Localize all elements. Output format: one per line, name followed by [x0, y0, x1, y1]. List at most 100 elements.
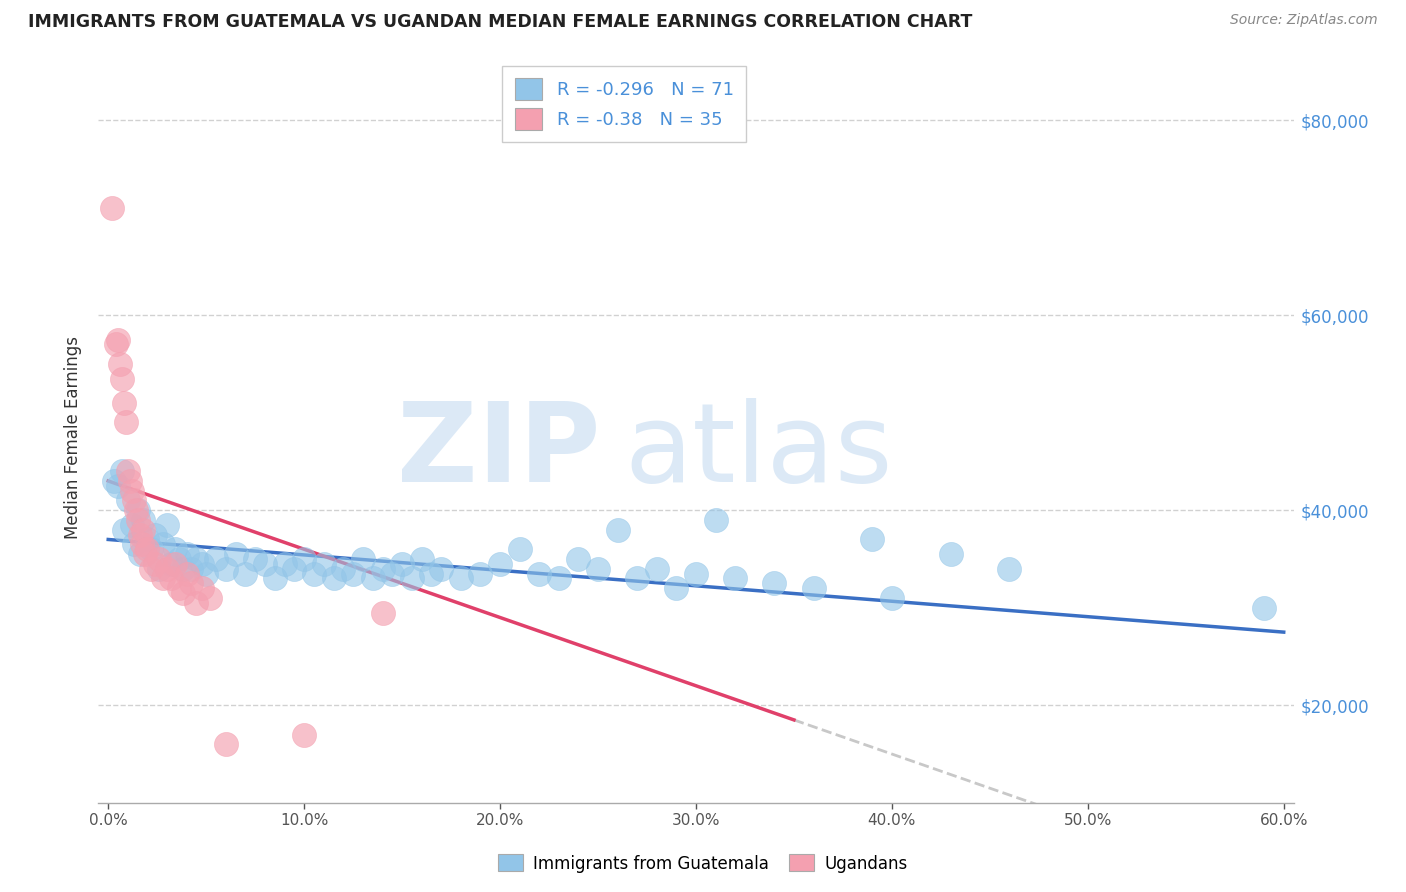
Point [143, 557, 166, 571]
Point [172, 562, 194, 576]
Point [626, 572, 648, 586]
Point [179, 562, 201, 576]
Point [143, 527, 166, 541]
Point [371, 606, 394, 620]
Point [118, 474, 141, 488]
Point [122, 493, 145, 508]
Point [141, 562, 163, 576]
Point [411, 552, 433, 566]
Point [724, 572, 747, 586]
Point [509, 542, 531, 557]
Point [880, 591, 903, 605]
Point [121, 483, 143, 498]
Point [253, 557, 276, 571]
Point [107, 333, 129, 347]
Point [132, 523, 155, 537]
Point [156, 517, 179, 532]
Point [420, 566, 443, 581]
Point [215, 562, 238, 576]
Point [371, 562, 394, 576]
Point [160, 557, 183, 571]
Point [352, 552, 374, 566]
Point [163, 542, 186, 557]
Point [430, 562, 453, 576]
Point [205, 552, 228, 566]
Point [117, 464, 139, 478]
Point [860, 533, 883, 547]
Point [763, 576, 786, 591]
Point [186, 596, 208, 610]
Point [302, 566, 325, 581]
Point [160, 572, 183, 586]
Point [163, 557, 186, 571]
Point [235, 566, 257, 581]
Point [529, 566, 551, 581]
Point [665, 581, 688, 595]
Text: IMMIGRANTS FROM GUATEMALA VS UGANDAN MEDIAN FEMALE EARNINGS CORRELATION CHART: IMMIGRANTS FROM GUATEMALA VS UGANDAN MED… [28, 13, 973, 31]
Point [121, 517, 143, 532]
Point [111, 464, 134, 478]
Legend: Immigrants from Guatemala, Ugandans: Immigrants from Guatemala, Ugandans [492, 847, 914, 880]
Point [191, 581, 214, 595]
Point [198, 591, 221, 605]
Point [704, 513, 727, 527]
Point [186, 552, 208, 566]
Point [450, 572, 472, 586]
Point [606, 523, 628, 537]
Point [124, 503, 146, 517]
Point [152, 537, 174, 551]
Point [243, 552, 266, 566]
Point [136, 542, 159, 557]
Point [134, 547, 156, 561]
Y-axis label: Median Female Earnings: Median Female Earnings [65, 335, 83, 539]
Point [195, 566, 218, 581]
Point [381, 566, 404, 581]
Point [117, 493, 139, 508]
Point [107, 479, 129, 493]
Point [131, 537, 153, 551]
Point [127, 513, 149, 527]
Point [547, 572, 569, 586]
Point [112, 523, 135, 537]
Point [136, 533, 159, 547]
Point [283, 562, 305, 576]
Point [103, 474, 125, 488]
Text: ZIP: ZIP [396, 398, 600, 505]
Point [567, 552, 589, 566]
Point [489, 557, 512, 571]
Point [312, 557, 335, 571]
Point [122, 537, 145, 551]
Point [292, 552, 315, 566]
Point [361, 572, 384, 586]
Legend: R = -0.296   N = 71, R = -0.38   N = 35: R = -0.296 N = 71, R = -0.38 N = 35 [502, 66, 747, 143]
Point [172, 586, 194, 600]
Point [803, 581, 825, 595]
Point [128, 527, 150, 541]
Point [470, 566, 492, 581]
Point [998, 562, 1021, 576]
Point [132, 513, 155, 527]
Text: Source: ZipAtlas.com: Source: ZipAtlas.com [1230, 13, 1378, 28]
Point [128, 547, 150, 561]
Point [115, 416, 138, 430]
Point [322, 572, 344, 586]
Point [401, 572, 423, 586]
Point [148, 552, 170, 566]
Point [273, 557, 295, 571]
Point [215, 737, 238, 751]
Point [141, 542, 163, 557]
Point [112, 396, 135, 410]
Point [148, 562, 170, 576]
Point [292, 727, 315, 741]
Point [685, 566, 707, 581]
Point [645, 562, 668, 576]
Point [191, 557, 214, 571]
Point [167, 581, 190, 595]
Point [263, 572, 285, 586]
Point [167, 552, 190, 566]
Point [179, 576, 201, 591]
Point [152, 572, 174, 586]
Point [101, 201, 124, 215]
Point [156, 562, 179, 576]
Text: atlas: atlas [624, 398, 893, 505]
